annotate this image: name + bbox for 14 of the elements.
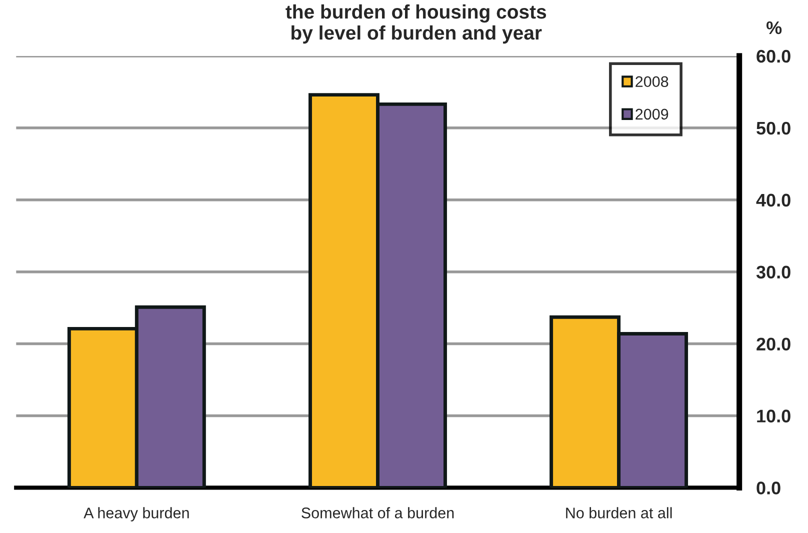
y-tick-label: 50.0 bbox=[756, 122, 790, 135]
y-tick-label: 10.0 bbox=[757, 410, 790, 422]
chart-title: the burden of housing costs by level of burden and year bbox=[286, 4, 546, 44]
y-axis-title: % bbox=[766, 21, 782, 34]
y-tick-label: 30.0 bbox=[756, 266, 790, 279]
legend-label: 2008 bbox=[636, 76, 668, 88]
x-tick-label: Somewhat of a burden bbox=[302, 507, 454, 518]
y-tick-label: 20.0 bbox=[756, 338, 790, 351]
y-tick-label: 60.0 bbox=[756, 50, 790, 63]
y-tick-label: 40.0 bbox=[756, 194, 790, 207]
legend-label: 2009 bbox=[636, 108, 668, 120]
y-tick-label: 0.0 bbox=[756, 482, 780, 494]
x-tick-label: No burden at all bbox=[566, 507, 672, 518]
x-tick-label: A heavy burden bbox=[84, 507, 189, 522]
